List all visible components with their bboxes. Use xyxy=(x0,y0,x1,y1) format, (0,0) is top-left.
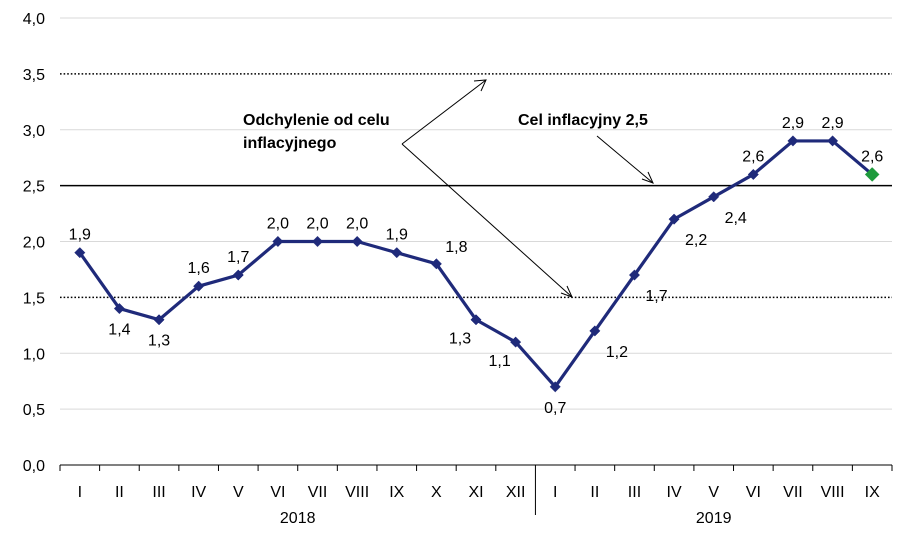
y-axis-ticks: 0,0 0,5 1,0 1,5 2,0 2,5 3,0 3,5 4,0 xyxy=(23,11,45,475)
annotation-tolerance: Odchylenie od celu inflacyjnego xyxy=(243,79,573,298)
x-tick-label: II xyxy=(115,484,124,501)
annotation-tolerance-line-1: Odchylenie od celu xyxy=(243,112,390,129)
data-point-marker xyxy=(232,269,244,281)
data-point-marker xyxy=(351,235,363,248)
y-tick-label: 0,0 xyxy=(23,458,45,475)
data-point-marker xyxy=(510,336,522,348)
x-tick-label: V xyxy=(708,484,719,501)
x-tick-label: VII xyxy=(308,484,328,501)
data-label: 1,2 xyxy=(606,344,628,361)
data-point-marker xyxy=(747,168,759,181)
x-tick-label: IX xyxy=(865,484,880,501)
data-point-marker xyxy=(864,167,880,182)
x-tick-label: III xyxy=(152,484,165,501)
x-tick-label: VIII xyxy=(821,484,845,501)
x-tick-label: I xyxy=(553,484,557,501)
year-labels: 2018 2019 xyxy=(280,510,732,527)
data-label: 1,7 xyxy=(645,288,667,305)
x-tick-label: VIII xyxy=(345,484,369,501)
data-point-marker xyxy=(391,247,403,259)
data-label: 1,1 xyxy=(488,353,510,370)
data-label: 2,0 xyxy=(267,216,289,233)
data-markers xyxy=(74,135,880,393)
data-label: 2,2 xyxy=(685,232,707,249)
x-tick-label: III xyxy=(628,484,641,501)
data-label: 2,4 xyxy=(725,210,747,227)
data-label: 2,6 xyxy=(861,148,883,165)
data-labels: 1,9 1,4 1,3 1,6 1,7 2,0 2,0 2,0 1,9 1,8 1,3 1,1 0,7 1… xyxy=(69,115,884,417)
annotation-arrowhead-upper xyxy=(473,79,487,92)
x-tick-label: IX xyxy=(389,484,404,501)
annotation-tolerance-line-2: inflacyjnego xyxy=(243,135,337,152)
data-label: 1,3 xyxy=(449,331,471,348)
annotation-arrow-upper xyxy=(401,79,487,145)
data-point-marker xyxy=(589,325,601,337)
y-tick-label: 2,0 xyxy=(23,235,45,252)
data-point-marker xyxy=(628,269,641,281)
annotation-target-text: Cel inflacyjny 2,5 xyxy=(518,112,648,129)
x-tick-label: V xyxy=(233,484,244,501)
data-point-marker xyxy=(272,235,284,248)
data-point-marker xyxy=(311,235,324,248)
data-point-marker xyxy=(827,135,839,147)
data-point-marker xyxy=(74,247,86,259)
annotation-arrowhead-lower xyxy=(560,285,573,298)
x-tick-label: IV xyxy=(191,484,206,501)
data-point-marker xyxy=(549,381,561,393)
year-label: 2019 xyxy=(696,510,732,527)
y-tick-label: 3,0 xyxy=(23,123,45,140)
annotation-arrow-lower xyxy=(401,143,573,298)
y-tick-label: 1,5 xyxy=(23,290,45,307)
x-tick-label: II xyxy=(590,484,599,501)
data-label: 1,6 xyxy=(188,260,210,277)
data-point-marker xyxy=(193,280,205,292)
data-label: 1,9 xyxy=(69,227,91,244)
x-tick-label: VI xyxy=(746,484,761,501)
data-point-marker xyxy=(668,213,680,225)
annotation-arrowhead-target xyxy=(641,171,654,184)
data-label: 2,9 xyxy=(821,115,843,132)
y-tick-label: 3,5 xyxy=(23,67,45,84)
data-point-marker xyxy=(113,302,125,315)
x-tick-label: IV xyxy=(667,484,682,501)
year-label: 2018 xyxy=(280,510,316,527)
data-label: 2,0 xyxy=(346,216,368,233)
x-tick-label: XII xyxy=(506,484,526,501)
data-label: 1,3 xyxy=(148,333,170,350)
data-point-marker xyxy=(787,135,799,147)
data-label: 2,6 xyxy=(742,148,764,165)
gridlines xyxy=(60,17,892,410)
data-label: 1,9 xyxy=(386,227,408,244)
data-point-marker xyxy=(153,314,165,326)
x-tick-label: VII xyxy=(783,484,803,501)
data-label: 2,0 xyxy=(306,216,328,233)
data-point-marker xyxy=(430,258,442,270)
data-label: 1,4 xyxy=(108,322,130,339)
data-point-marker xyxy=(708,191,720,203)
x-axis-ticks: I II III IV V VI VII VIII IX X XI XII I II III IV V VI VII… xyxy=(59,465,893,515)
y-tick-label: 2,5 xyxy=(23,179,45,196)
annotation-arrow-target xyxy=(596,135,654,184)
x-tick-label: X xyxy=(431,484,442,501)
y-tick-label: 0,5 xyxy=(23,402,45,419)
x-tick-label: I xyxy=(78,484,82,501)
data-label: 0,7 xyxy=(544,400,566,417)
y-tick-label: 1,0 xyxy=(23,346,45,363)
annotation-target: Cel inflacyjny 2,5 xyxy=(518,112,654,184)
x-tick-label: XI xyxy=(468,484,483,501)
data-point-marker xyxy=(470,314,482,326)
x-tick-label: VI xyxy=(270,484,285,501)
y-tick-label: 4,0 xyxy=(23,11,45,28)
data-label: 2,9 xyxy=(782,115,804,132)
reference-lines xyxy=(60,73,892,299)
data-label: 1,8 xyxy=(445,239,467,256)
data-label: 1,7 xyxy=(227,249,249,266)
